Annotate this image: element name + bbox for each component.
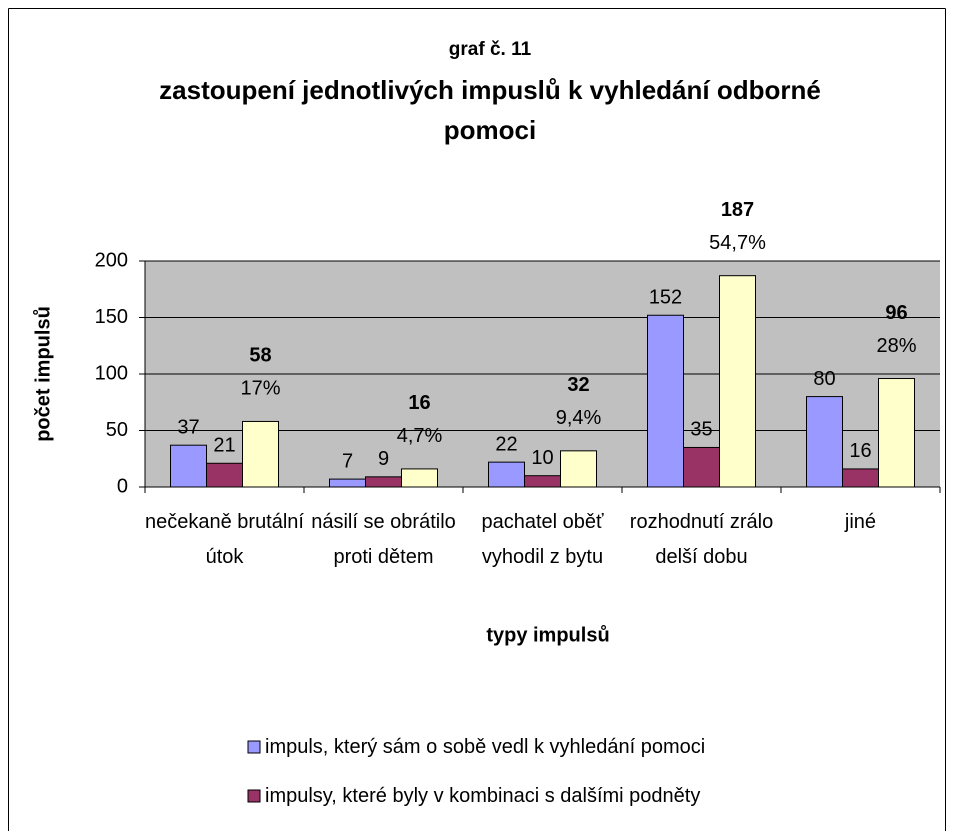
value-label: 10 [531, 447, 553, 469]
percent-label: 4,7% [397, 425, 443, 447]
bar [206, 462, 243, 488]
y-tick-label: 50 [106, 419, 128, 441]
bar [488, 461, 525, 488]
value-label: 58 [249, 345, 271, 367]
x-tick-label: rozhodnutí zrálo delší dobu [629, 511, 774, 568]
value-label: 9 [378, 448, 389, 470]
legend-label: impulsy, které byly v kombinaci s dalším… [265, 785, 701, 807]
percent-label: 17% [240, 378, 280, 400]
bar [329, 478, 366, 488]
bar [170, 444, 207, 488]
value-label: 21 [213, 435, 235, 457]
value-label: 7 [342, 450, 353, 472]
y-tick-label: 150 [95, 306, 128, 328]
bar [524, 475, 561, 488]
percent-label: 28% [876, 335, 916, 357]
x-axis-label: typy impulsů [486, 624, 609, 646]
bar [365, 476, 402, 488]
y-tick-label: 100 [95, 362, 128, 384]
x-tick-label: nečekaně brutální útok [144, 511, 304, 568]
chart-title: graf č. 11 [449, 39, 532, 60]
y-tick-label: 200 [95, 249, 128, 271]
bar [683, 446, 720, 488]
bar [842, 468, 879, 488]
y-axis-label: počet impulsů [32, 306, 54, 442]
value-label: 35 [690, 419, 712, 441]
chart-subtitle: zastoupení jednotlivých impuslů k vyhled… [159, 75, 821, 145]
value-label: 16 [408, 392, 430, 414]
legend-swatch [247, 789, 261, 803]
x-tick-label: jiné [844, 511, 877, 533]
value-label: 96 [885, 302, 907, 324]
value-label: 37 [177, 416, 199, 438]
x-tick-label: násilí se obrátilo proti dětem [311, 511, 456, 568]
bar [647, 314, 684, 488]
bar [560, 450, 597, 488]
percent-label: 9,4% [556, 407, 602, 429]
legend-swatch [247, 740, 261, 754]
bar [878, 378, 915, 488]
x-tick-label: pachatel oběť vyhodil z bytu [481, 511, 604, 568]
bar [401, 468, 438, 488]
value-label: 22 [495, 433, 517, 455]
bar [242, 420, 279, 488]
value-label: 187 [721, 199, 754, 221]
value-label: 16 [849, 440, 871, 462]
value-label: 152 [649, 287, 682, 309]
value-label: 32 [567, 374, 589, 396]
y-tick-label: 0 [117, 475, 128, 497]
percent-label: 54,7% [709, 232, 766, 254]
bar [719, 275, 756, 488]
legend-label: impuls, který sám o sobě vedl k vyhledán… [265, 736, 706, 758]
value-label: 80 [813, 368, 835, 390]
bar [806, 396, 843, 488]
